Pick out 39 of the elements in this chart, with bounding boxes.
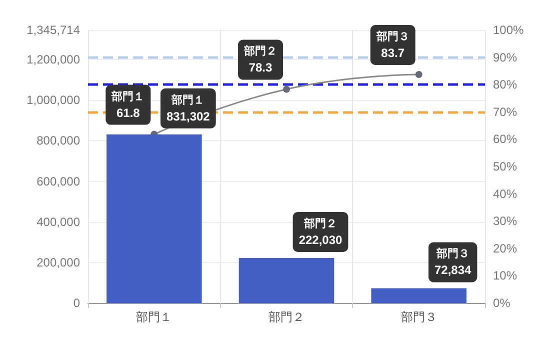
category-label: 部門３ [436,248,470,260]
y-tick-label: 1,000,000 [26,93,80,108]
category-label: 部門３ [376,31,410,43]
data-label: 72,834 [434,263,472,278]
y-tick-label: 0 [73,296,80,310]
y2-tick-label: 80% [493,78,518,92]
data-label: 831,302 [166,109,210,124]
y-tick-label: 1,345,714 [26,23,80,37]
data-label: 78.3 [248,60,272,75]
y2-tick-label: 10% [493,268,518,283]
y-tick-label: 800,000 [36,134,80,148]
x-tick-label: 部門１ [136,310,172,324]
y-tick-label: 200,000 [36,255,80,270]
y2-tick-label: 70% [493,104,518,119]
category-label: 部門１ [172,94,205,106]
y2-tick-label: 40% [493,186,518,201]
y2-tick-label: 0% [493,296,511,310]
data-label: 222,030 [298,232,343,247]
y2-tick-label: 60% [493,132,518,146]
y-tick-label: 1,200,000 [26,52,80,67]
y2-tick-label: 100% [493,23,524,37]
y2-tick-label: 50% [493,160,518,174]
y2-tick-label: 90% [493,50,518,64]
data-label: 61.8 [116,106,140,120]
y2-tick-label: 20% [493,241,518,256]
bar [371,288,466,303]
point [415,71,422,78]
y-tick-label: 600,000 [36,174,80,188]
x-tick-label: 部門３ [400,310,437,324]
category-label: 部門２ [304,218,337,230]
category-label: 部門１ [112,90,145,103]
data-label: 83.7 [381,46,405,60]
x-tick-label: 部門２ [268,310,304,324]
y-tick-label: 400,000 [36,214,80,229]
y2-tick-label: 30% [493,214,518,228]
point [283,86,290,93]
category-label: 部門２ [244,46,277,58]
bar [106,134,202,303]
bar [238,258,334,303]
